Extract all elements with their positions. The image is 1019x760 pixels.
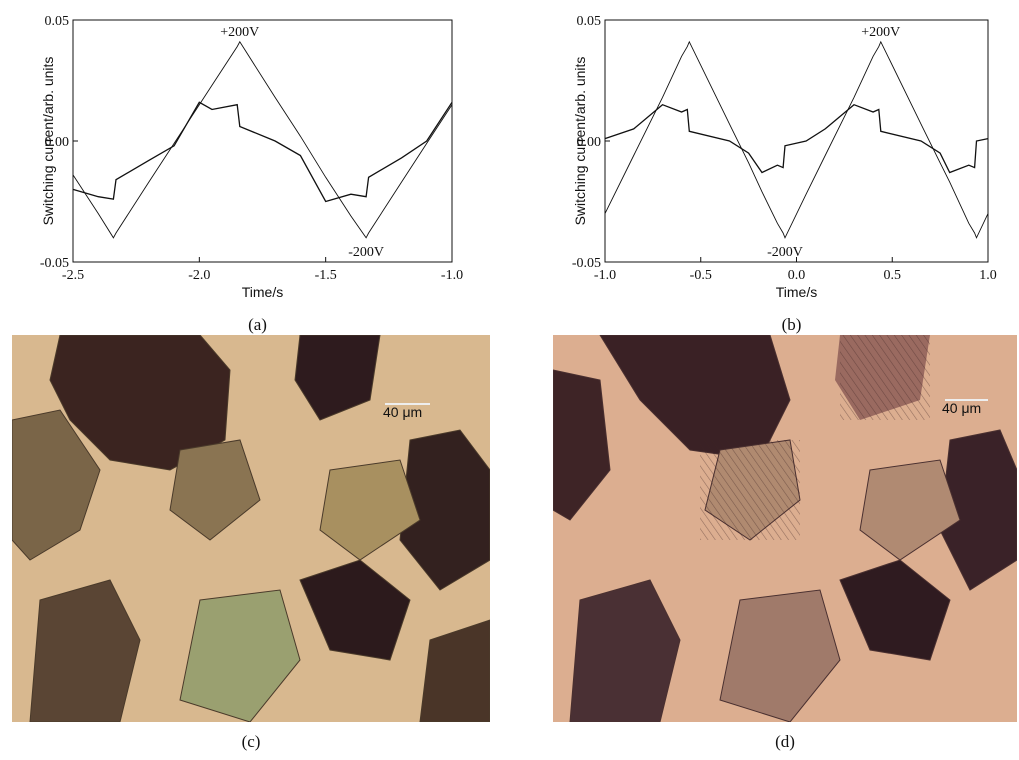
micrograph-d: 40 μm [553, 335, 1017, 722]
y-tick-label: -0.05 [40, 256, 69, 271]
x-tick-label: 0.5 [884, 268, 902, 283]
y-tick-label: 0.00 [45, 135, 70, 150]
line-series [604, 103, 989, 174]
x-tick-label: -1.0 [594, 268, 616, 283]
x-tick-label: 1.0 [979, 268, 997, 283]
caption: (c) [242, 732, 261, 751]
y-axis-label: Switching current/arb. units [572, 57, 588, 226]
line-series [604, 40, 989, 239]
scale-label: 40 μm [383, 404, 422, 420]
annotation: -200V [348, 245, 384, 260]
x-axis-label: Time/s [242, 284, 283, 300]
annotation: +200V [220, 25, 259, 40]
plot-frame [72, 19, 453, 263]
line-series [72, 101, 453, 203]
caption: (d) [775, 732, 795, 751]
x-tick-label: -0.5 [690, 268, 712, 283]
scale-label: 40 μm [942, 400, 981, 416]
y-tick-label: 0.05 [577, 14, 602, 29]
y-tick-label: 0.00 [577, 135, 602, 150]
x-tick-label: -1.0 [441, 268, 463, 283]
x-tick-label: -2.5 [62, 268, 84, 283]
plot-frame [604, 19, 989, 263]
caption: (a) [248, 315, 267, 334]
y-tick-label: -0.05 [572, 256, 601, 271]
line-series [72, 40, 453, 239]
x-tick-label: -2.0 [188, 268, 210, 283]
x-tick-label: 0.0 [788, 268, 806, 283]
x-axis-label: Time/s [776, 284, 817, 300]
y-tick-label: 0.05 [45, 14, 70, 29]
y-axis-label: Switching current/arb. units [40, 57, 56, 226]
x-tick-label: -1.5 [315, 268, 337, 283]
caption: (b) [782, 315, 802, 334]
annotation: -200V [767, 245, 803, 260]
annotation: +200V [861, 25, 900, 40]
micrograph-c: 40 μm [12, 335, 490, 722]
